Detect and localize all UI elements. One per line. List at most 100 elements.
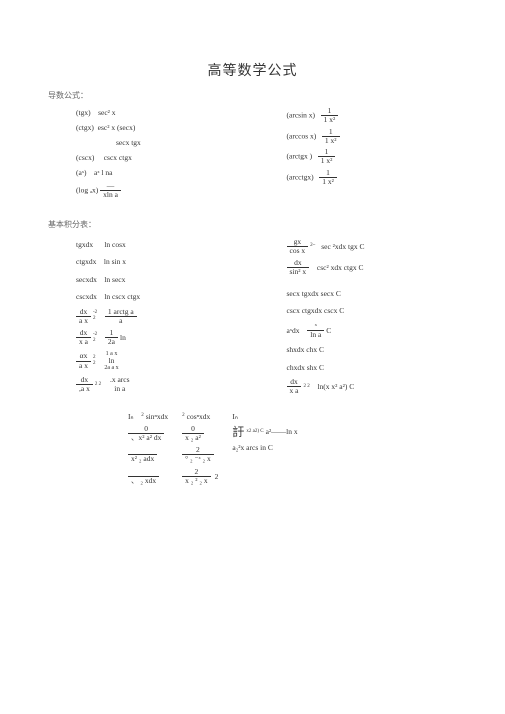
deriv-lhs: (arctgx ) [287,151,313,160]
derivatives-right-col: (arcsin x) 1 1 x² (arccos x) 1 1 x² (arc… [287,107,458,203]
deriv-row: (arccos x) 1 1 x² [287,128,458,146]
sub-sup: 2 2 [95,382,101,388]
int-a: secxdx [76,275,97,284]
fraction: 1 1 x² [318,148,336,166]
sub-sup: 22 [93,355,96,367]
fraction: .x arcs in a [107,376,133,393]
int-row: tgxdx ln cosx [76,238,247,252]
frac-den: 2a a x [101,365,121,372]
text: sinⁿxdx [146,412,168,421]
sup: 2~ [310,243,315,249]
fraction: dx x a [287,378,302,396]
deriv-lhs: (cscx) [76,153,94,162]
deriv-row: (tgx) sec² x [76,107,247,119]
frac-den: a [105,317,137,325]
int-row: gx cos x 2~ sec ²xdx tgx C [287,238,458,256]
int-row: αx a x 22 1 a x ln 2a a x [76,351,247,372]
fraction: 2 ° ₂ ⁻ˣ ₂ x [182,446,214,464]
deriv-lhs: (log ₐx) [76,185,98,194]
integrals-right-col: gx cos x 2~ sec ²xdx tgx C dx sin² x csc… [287,238,458,400]
text: 訏 [232,425,244,439]
int-row: dx x a 2 2 ln(x x² a²) C [287,378,458,396]
fraction: dx x a [76,329,91,347]
int-row: dx ,a x 2 2 .x arcs in a [76,376,247,394]
frac-den: x a [76,338,91,346]
int-row: Iₙ [232,412,297,421]
fraction: 1 1 x² [321,107,339,125]
fraction: 0 、x² a² dx [128,425,164,443]
derivatives-heading: 导数公式： [48,90,457,101]
int-a: ctgxdx [76,257,96,266]
fraction: 、 ₂ xdx [128,468,159,486]
fraction: dx sin² x [287,259,310,277]
int-row: secx tgxdx secx C [287,287,458,301]
int-row: 0 、x² a² dx [128,425,168,443]
int-b: ln secx [104,275,125,284]
fraction: αx a x [76,352,91,370]
eq: a²——ln x [266,427,298,436]
deriv-row: (arcsin x) 1 1 x² [287,107,458,125]
fraction: 1 a x ln 2a a x [101,351,121,372]
integrals-left-col: tgxdx ln cosx ctgxdx ln sin x secxdx ln … [76,238,247,400]
text: in a [107,385,133,393]
eq: C [326,326,331,335]
int-row: x² ₂ adx [128,446,168,464]
eq: csc² xdx ctgx C [317,263,364,272]
integrals-heading: 基本积分表： [48,219,457,230]
frac-den: 2a [105,338,118,346]
deriv-lhs: (aˣ) [76,168,87,177]
def-int-left: Iₙ 2 sinⁿxdx 0 、x² a² dx x² ₂ adx [128,412,168,490]
fraction: — xln a [100,182,121,200]
frac-den: a x [76,362,91,370]
def-int-mid: 2 cosⁿxdx 0 x ₂ a² 2 ° ₂ ⁻ˣ ₂ x 2 x ₂ [182,412,218,490]
sup: x2 a2) C [246,429,263,435]
deriv-rhs: sec² x [98,108,115,117]
deriv-rhs: cscx ctgx [104,153,132,162]
deriv-row: (arctgx ) 1 1 x² [287,148,458,166]
sup: 2 [182,413,185,419]
int-row: dx a x -22 1 arctg a a [76,308,247,326]
frac-den: 、 ₂ xdx [128,477,159,485]
fraction: 0 x ₂ a² [182,425,204,443]
int-b: ln cosx [104,240,125,249]
int-row: dx x a -22 1 2a ln [76,329,247,347]
int-row: cscx ctgxdx cscx C [287,304,458,318]
sub-sup: -22 [93,332,97,344]
deriv-rhs: esc² x (secx) [98,123,136,132]
int-a: cscxdx [76,292,97,301]
fraction: dx a x [76,308,91,326]
int-row: chxdx shx C [287,361,458,375]
sup: 2 [141,413,144,419]
int-row: dx sin² x csc² xdx ctgx C [287,259,458,277]
frac-den: cos x [287,247,309,255]
frac-den: 1 x² [319,178,337,186]
eq: ln(x x² a²) C [317,382,354,391]
integrals-block: tgxdx ln cosx ctgxdx ln sin x secxdx ln … [76,238,457,400]
int-b: ln sin x [104,257,126,266]
int-a: aˣdx [287,326,300,335]
deriv-lhs: (arccos x) [287,131,317,140]
frac-den: 1 x² [321,116,339,124]
text: cosⁿxdx [187,412,211,421]
derivatives-block: (tgx) sec² x (ctgx) esc² x (secx) secx t… [76,107,457,203]
int-row: 2 ° ₂ ⁻ˣ ₂ x [182,446,218,464]
int-b: ln cscx ctgx [104,292,140,301]
int-row: secxdx ln secx [76,273,247,287]
frac-den: 、x² a² dx [128,434,164,442]
fraction: 2 x ₂ ² ₂ x [182,468,210,486]
ln: ln [101,357,121,365]
fraction: 1 arctg a a [105,308,137,326]
deriv-lhs: (arcctgx) [287,172,314,181]
int-row: 0 x ₂ a² [182,425,218,443]
deriv-row: secx tgx [76,137,247,149]
int-row: a₂²x arcs in C [232,443,297,452]
text: a₂²x arcs in C [232,443,272,452]
int-row: cscxdx ln cscx ctgx [76,290,247,304]
fraction: 1 1 x² [319,169,337,187]
def-int-right: Iₙ 訏 x2 a2) C a²——ln x a₂²x arcs in C [232,412,297,490]
deriv-row: (log ₐx) — xln a [76,182,247,200]
fraction: ˣ ln a [307,322,324,340]
int-row: 2 x ₂ ² ₂ x 2 [182,468,218,486]
fraction: gx cos x [287,238,309,256]
frac-den: x ₂ a² [182,434,204,442]
